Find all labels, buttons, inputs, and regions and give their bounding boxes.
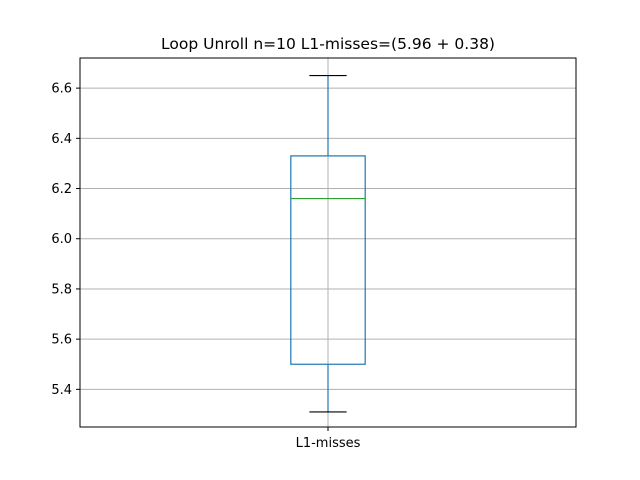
- y-tick-label: 5.6: [51, 333, 72, 348]
- y-tick-label: 5.4: [51, 383, 72, 398]
- plot-area-frame: [79, 57, 577, 428]
- chart-title: Loop Unroll n=10 L1-misses=(5.96 + 0.38): [161, 35, 495, 53]
- y-tick-label: 6.6: [51, 82, 72, 97]
- y-tick-label: 5.8: [51, 282, 72, 297]
- axes: 5.4 5.6 5.8 6.0 6.2 6.4 6.6 L1-misses: [51, 82, 360, 451]
- iqr-box: [290, 155, 366, 365]
- x-tick-label: L1-misses: [296, 436, 361, 451]
- y-tick-label: 6.2: [51, 182, 72, 197]
- y-tick-label: 6.0: [51, 232, 72, 247]
- y-tick-label: 6.4: [51, 132, 72, 147]
- box-series: [290, 74, 366, 413]
